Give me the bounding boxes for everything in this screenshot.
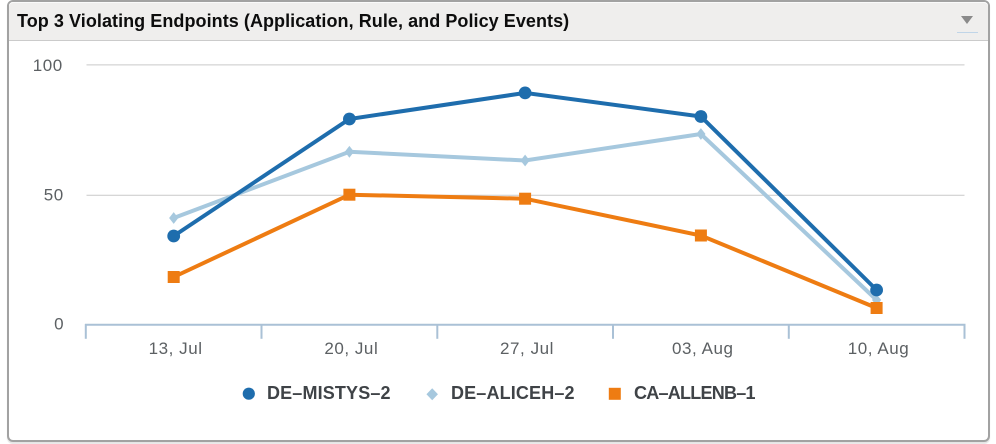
svg-text:50: 50 [44, 185, 64, 204]
svg-text:03, Aug: 03, Aug [672, 339, 734, 358]
svg-text:20, Jul: 20, Jul [324, 339, 378, 358]
svg-text:0: 0 [54, 314, 64, 333]
svg-text:13, Jul: 13, Jul [149, 339, 203, 358]
svg-text:10, Aug: 10, Aug [848, 339, 910, 358]
svg-text:27, Jul: 27, Jul [500, 339, 554, 358]
svg-text:100: 100 [33, 56, 63, 75]
